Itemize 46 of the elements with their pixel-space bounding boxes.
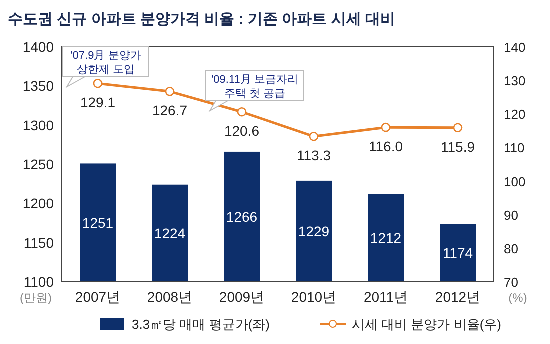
y-tick-label: 1150	[24, 234, 54, 251]
data-label: 126.7	[152, 102, 188, 119]
x-tick-label: 2011년	[364, 289, 408, 305]
y2-tick-label: 90	[504, 208, 518, 223]
y-tick-label: 1200	[22, 196, 54, 212]
data-label: 113.3	[297, 148, 332, 164]
data-label: 115.9	[441, 138, 476, 155]
data-label: 1266	[226, 208, 258, 225]
y2-axis-title: (%)	[508, 291, 528, 305]
data-label: 116.0	[369, 138, 404, 155]
chart-title: 수도권 신규 아파트 분양가격 비율 : 기존 아파트 시세 대비	[8, 11, 396, 28]
point	[93, 78, 103, 88]
y-tick-label: 1100	[24, 274, 54, 290]
point	[453, 123, 463, 133]
y2-tick-label: 110	[504, 140, 525, 156]
x-tick-label: 2010년	[291, 289, 337, 305]
data-label: 1229	[298, 223, 330, 240]
x-tick-label: 2012년	[435, 289, 481, 305]
point	[381, 122, 391, 132]
data-label: 1174	[442, 245, 474, 262]
y-tick-label: 1400	[22, 39, 54, 55]
y2-tick-label: 70	[504, 275, 518, 290]
legend-label: 3.3㎡당 매매 평균가(좌)	[132, 317, 270, 332]
x-tick-label: 2007년	[75, 289, 121, 305]
y-tick-label: 1300	[22, 117, 54, 134]
legend-label: 시세 대비 분양가 비율(우)	[352, 317, 502, 332]
x-tick-label: 2008년	[147, 289, 193, 305]
annotation: '07.9月 분양가 상한제 도입	[70, 50, 142, 76]
y2-tick-label: 130	[504, 74, 526, 89]
y-axis-title: (만원)	[20, 291, 52, 305]
point	[309, 132, 319, 142]
y-tick-label: 1350	[22, 78, 54, 94]
point	[165, 87, 175, 96]
data-label: 1212	[370, 230, 402, 246]
data-label: 1251	[82, 214, 114, 231]
data-label: 129.1	[80, 94, 116, 111]
y2-tick-label: 140	[504, 40, 526, 55]
x-tick-label: 2009년	[219, 289, 265, 305]
annotation: '09.11月 보금자리 주택 첫 공급	[212, 74, 298, 100]
y2-tick-label: 80	[504, 241, 518, 256]
point	[237, 107, 247, 117]
data-label: 1224	[154, 225, 186, 242]
y2-tick-label: 120	[504, 107, 526, 122]
y-tick-label: 1250	[22, 156, 54, 172]
y2-tick-label: 100	[504, 174, 526, 190]
data-label: 120.6	[224, 123, 260, 140]
